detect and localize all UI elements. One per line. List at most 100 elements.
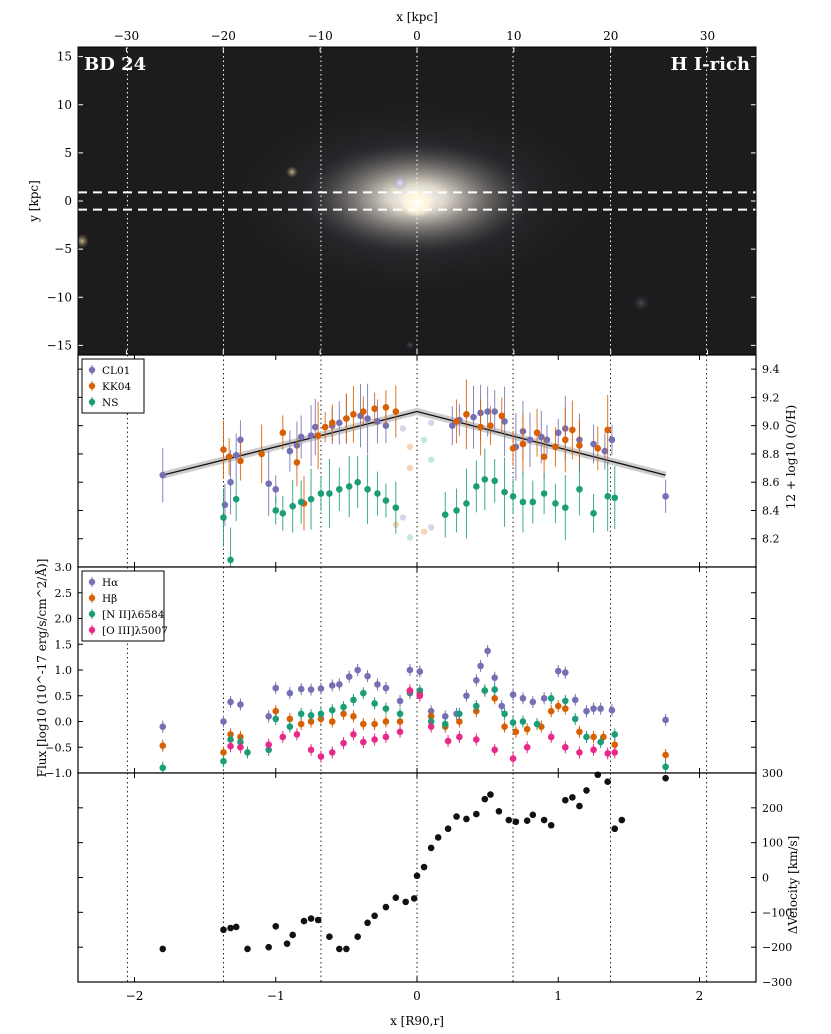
data-point xyxy=(501,488,508,496)
data-point xyxy=(265,741,272,748)
data-point xyxy=(441,720,449,728)
data-point xyxy=(336,419,343,427)
data-point xyxy=(618,816,626,824)
data-point xyxy=(543,436,551,444)
data-point xyxy=(611,731,619,738)
data-point xyxy=(396,710,404,718)
data-point xyxy=(477,423,484,431)
data-point xyxy=(590,733,597,741)
data-point xyxy=(220,718,227,725)
data-point xyxy=(396,718,404,725)
data-point xyxy=(227,742,234,750)
data-point xyxy=(396,728,404,736)
data-point xyxy=(576,442,583,449)
y-tick-label: 1.0 xyxy=(55,664,73,677)
faint-source xyxy=(405,340,415,350)
data-point xyxy=(590,440,597,448)
data-point xyxy=(328,419,336,427)
y-tick-label: 100 xyxy=(762,837,783,850)
bottom-x-tick-label: 2 xyxy=(696,989,704,1003)
data-point xyxy=(272,707,280,715)
data-point xyxy=(509,755,517,762)
data-point xyxy=(456,718,463,725)
data-point xyxy=(382,497,390,504)
data-point xyxy=(371,912,378,920)
faded-data-point xyxy=(399,514,407,521)
series-ns xyxy=(220,448,619,593)
data-point xyxy=(604,426,611,434)
y-tick-label: 3.0 xyxy=(55,561,73,574)
top-x-tick-label: 30 xyxy=(700,29,715,43)
data-point xyxy=(533,720,541,728)
data-point xyxy=(611,825,619,833)
legend-label: Hβ xyxy=(102,593,117,605)
data-point xyxy=(477,662,484,670)
data-point xyxy=(227,478,234,486)
data-point xyxy=(491,477,498,485)
data-point xyxy=(473,810,480,818)
data-point xyxy=(265,480,272,487)
data-point xyxy=(265,943,272,951)
data-point xyxy=(554,429,562,437)
data-point xyxy=(297,685,305,693)
galaxy-class-label: H I-rich xyxy=(670,54,750,75)
data-point xyxy=(569,794,576,801)
data-point xyxy=(406,666,414,674)
data-point xyxy=(326,490,333,497)
bottom-x-tick-label: 0 xyxy=(413,989,421,1003)
image-y-tick-label: 5 xyxy=(64,146,72,160)
data-point xyxy=(533,429,541,437)
data-point xyxy=(590,746,597,754)
data-point xyxy=(286,723,294,730)
data-point xyxy=(159,742,167,750)
data-point xyxy=(519,498,527,506)
data-point xyxy=(360,720,367,728)
data-point xyxy=(501,710,508,718)
data-point xyxy=(328,718,336,725)
y-tick-label: 0.0 xyxy=(55,716,73,729)
data-point xyxy=(470,413,477,421)
top-x-tick-label: −30 xyxy=(114,29,139,43)
metallicity-panel: 8.2 8.4 8.6 8.8 9.0 9.2 9.4 CL01 KK04 NS xyxy=(77,354,780,593)
data-point xyxy=(444,737,452,745)
data-point xyxy=(441,713,449,720)
faded-data-point xyxy=(420,436,428,443)
edge-star xyxy=(78,234,89,248)
data-point xyxy=(569,426,576,434)
data-point xyxy=(512,818,520,826)
data-point xyxy=(396,697,404,705)
gradient-fit-line xyxy=(162,410,666,476)
data-point xyxy=(328,749,336,756)
bottom-x-tick-label: −2 xyxy=(126,989,144,1003)
data-point xyxy=(371,700,378,707)
data-point xyxy=(540,816,548,824)
data-point xyxy=(340,710,347,718)
data-point xyxy=(611,749,619,756)
data-point xyxy=(279,733,287,741)
data-point xyxy=(538,433,545,441)
data-point xyxy=(272,684,280,692)
data-point xyxy=(491,408,498,415)
data-point xyxy=(326,933,333,941)
data-point xyxy=(473,677,480,684)
data-point xyxy=(540,490,548,497)
data-point xyxy=(220,926,227,934)
data-point xyxy=(600,733,607,741)
y-tick-label: 300 xyxy=(762,767,783,780)
image-y-tick-label: −5 xyxy=(54,242,72,256)
data-point xyxy=(314,916,322,924)
data-point xyxy=(547,695,555,702)
data-point xyxy=(453,418,460,425)
data-point xyxy=(562,697,569,705)
data-point xyxy=(484,647,491,655)
data-point xyxy=(583,707,590,715)
data-point xyxy=(279,429,287,437)
data-point xyxy=(463,411,470,418)
legend-marker xyxy=(88,626,96,634)
data-point xyxy=(552,500,559,507)
data-point xyxy=(583,733,590,741)
data-point xyxy=(225,453,233,461)
data-point xyxy=(434,834,442,841)
data-point xyxy=(604,778,611,786)
y-tick-label: 9.0 xyxy=(762,420,780,433)
